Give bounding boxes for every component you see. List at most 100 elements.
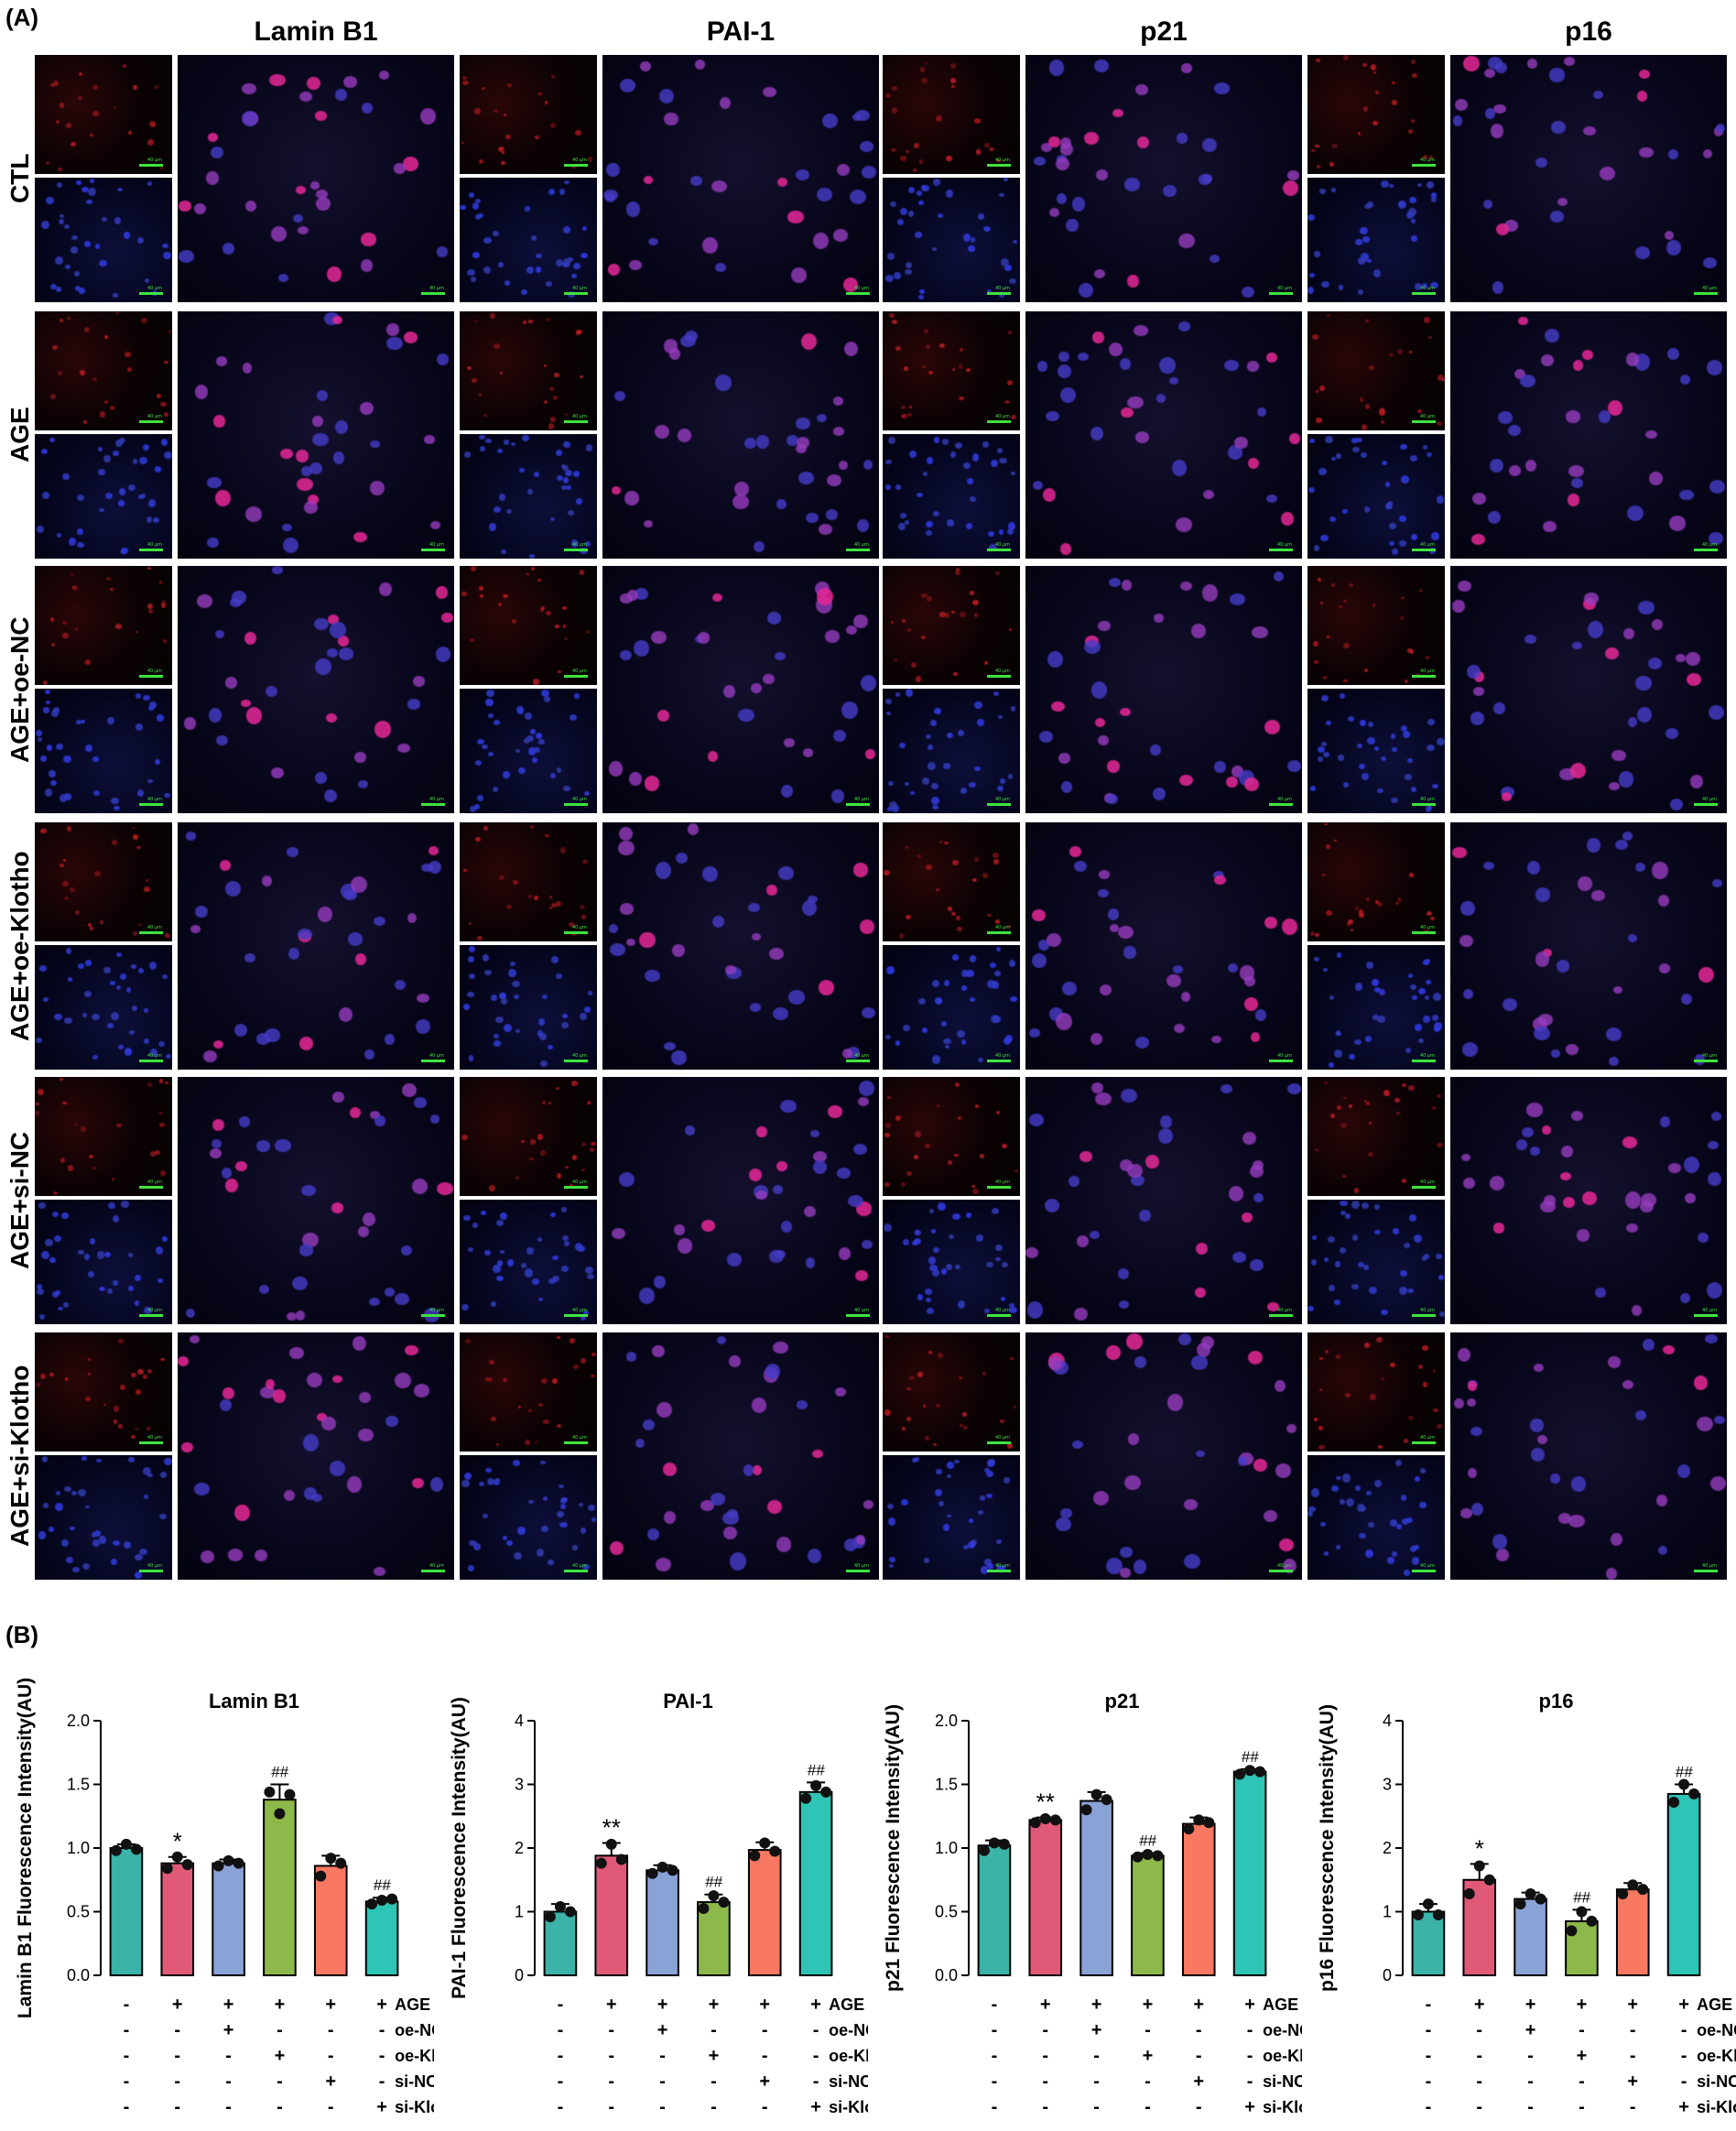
data-point	[1668, 1796, 1680, 1808]
merged-image: 40 μm	[602, 566, 879, 813]
cell-nucleus	[1470, 533, 1485, 545]
scale-bar-label: 40 μm	[1419, 414, 1435, 419]
cell-nucleus	[1391, 798, 1399, 804]
cell-nucleus	[272, 1389, 287, 1403]
dapi-channel-image: 40 μm	[883, 1455, 1020, 1580]
cell-nucleus	[931, 979, 939, 987]
cell-nucleus	[802, 748, 814, 758]
cell-nucleus	[159, 1111, 163, 1115]
cell-nucleus	[614, 391, 625, 402]
cell-nucleus	[1354, 1485, 1361, 1491]
cell-nucleus	[947, 1462, 954, 1469]
cell-nucleus	[110, 587, 114, 591]
cell-nucleus	[923, 328, 929, 333]
cell-nucleus	[861, 1239, 873, 1250]
cell-nucleus	[884, 1182, 890, 1188]
cell-nucleus	[1048, 1355, 1062, 1371]
cell-nucleus	[1373, 120, 1379, 125]
scale-bar	[1269, 803, 1293, 806]
treatment-label: si-NC	[1697, 2072, 1736, 2091]
cell-nucleus	[68, 1165, 73, 1171]
treatment-sign: -	[1630, 2020, 1636, 2040]
cell-nucleus	[1407, 758, 1414, 764]
cell-nucleus	[982, 873, 989, 878]
cell-nucleus	[1036, 361, 1048, 373]
treatment-sign: +	[1244, 1995, 1255, 2015]
cell-nucleus	[1370, 64, 1376, 71]
cell-nucleus	[861, 166, 876, 179]
cell-nucleus	[1377, 788, 1383, 794]
cell-nucleus	[980, 1566, 989, 1574]
cell-nucleus	[81, 1125, 86, 1132]
cell-nucleus	[1173, 1023, 1186, 1034]
cell-nucleus	[985, 1261, 993, 1267]
cell-nucleus	[413, 1383, 429, 1397]
cell-nucleus	[957, 1116, 962, 1121]
cell-nucleus	[1323, 1256, 1329, 1263]
bar	[594, 1854, 629, 1976]
treatment-sign: -	[1426, 2071, 1432, 2092]
marker-channel-image: 40 μm	[883, 311, 1020, 430]
cell-nucleus	[561, 484, 568, 491]
cell-nucleus	[194, 203, 206, 215]
cell-nucleus	[902, 1238, 909, 1246]
cell-nucleus	[37, 1283, 43, 1289]
scale-bar	[1269, 1060, 1293, 1062]
cell-nucleus	[351, 876, 367, 894]
cell-nucleus	[996, 1539, 1003, 1545]
cell-nucleus	[1437, 1142, 1443, 1148]
cell-nucleus	[644, 776, 660, 791]
cell-nucleus	[282, 537, 298, 553]
data-point	[222, 1854, 234, 1866]
cell-nucleus	[1452, 846, 1467, 859]
cell-nucleus	[549, 516, 556, 522]
cell-nucleus	[128, 484, 136, 491]
cell-nucleus	[1471, 1502, 1484, 1517]
cell-nucleus	[510, 961, 516, 966]
cell-nucleus	[787, 211, 804, 223]
cell-nucleus	[1708, 531, 1724, 546]
cell-nucleus	[77, 541, 84, 549]
cell-nucleus	[370, 480, 385, 495]
data-point	[274, 1808, 286, 1820]
cell-nucleus	[969, 954, 977, 962]
scale-bar-label: 40 μm	[1701, 1053, 1717, 1059]
cell-nucleus	[1060, 781, 1072, 793]
cell-nucleus	[1374, 1479, 1382, 1488]
cell-nucleus	[611, 485, 622, 495]
cell-nucleus	[547, 318, 551, 321]
cell-nucleus	[1145, 1155, 1159, 1169]
cell-nucleus	[89, 1238, 96, 1245]
cell-nucleus	[813, 1160, 827, 1175]
cell-nucleus	[1390, 734, 1396, 739]
cell-nucleus	[270, 226, 287, 242]
treatment-sign: -	[1145, 2097, 1151, 2117]
cell-nucleus	[905, 845, 909, 849]
cell-nucleus	[1202, 138, 1217, 153]
cell-nucleus	[407, 699, 421, 710]
merged-image: 40 μm	[1025, 1077, 1302, 1324]
cell-nucleus	[978, 1057, 983, 1062]
cell-nucleus	[1557, 1513, 1572, 1525]
cell-nucleus	[1344, 1212, 1351, 1219]
cell-nucleus	[570, 539, 579, 548]
cell-nucleus	[504, 440, 509, 445]
cell-nucleus	[1342, 782, 1349, 788]
cell-nucleus	[65, 948, 71, 954]
cell-nucleus	[436, 246, 449, 257]
merged-image: 40 μm	[602, 311, 879, 559]
cell-nucleus	[302, 1433, 320, 1451]
cell-nucleus	[526, 735, 535, 742]
cell-nucleus	[261, 875, 272, 886]
cell-nucleus	[960, 347, 964, 352]
cell-nucleus	[1537, 1014, 1554, 1026]
cell-nucleus	[1265, 352, 1277, 363]
merged-image: 40 μm	[1025, 311, 1302, 559]
cell-nucleus	[1472, 492, 1486, 505]
cell-nucleus	[1343, 643, 1351, 648]
cell-nucleus	[939, 612, 946, 617]
cell-nucleus	[1667, 347, 1680, 361]
cell-nucleus	[861, 1006, 875, 1018]
cell-nucleus	[654, 1275, 667, 1288]
treatment-sign: +	[172, 1995, 183, 2015]
